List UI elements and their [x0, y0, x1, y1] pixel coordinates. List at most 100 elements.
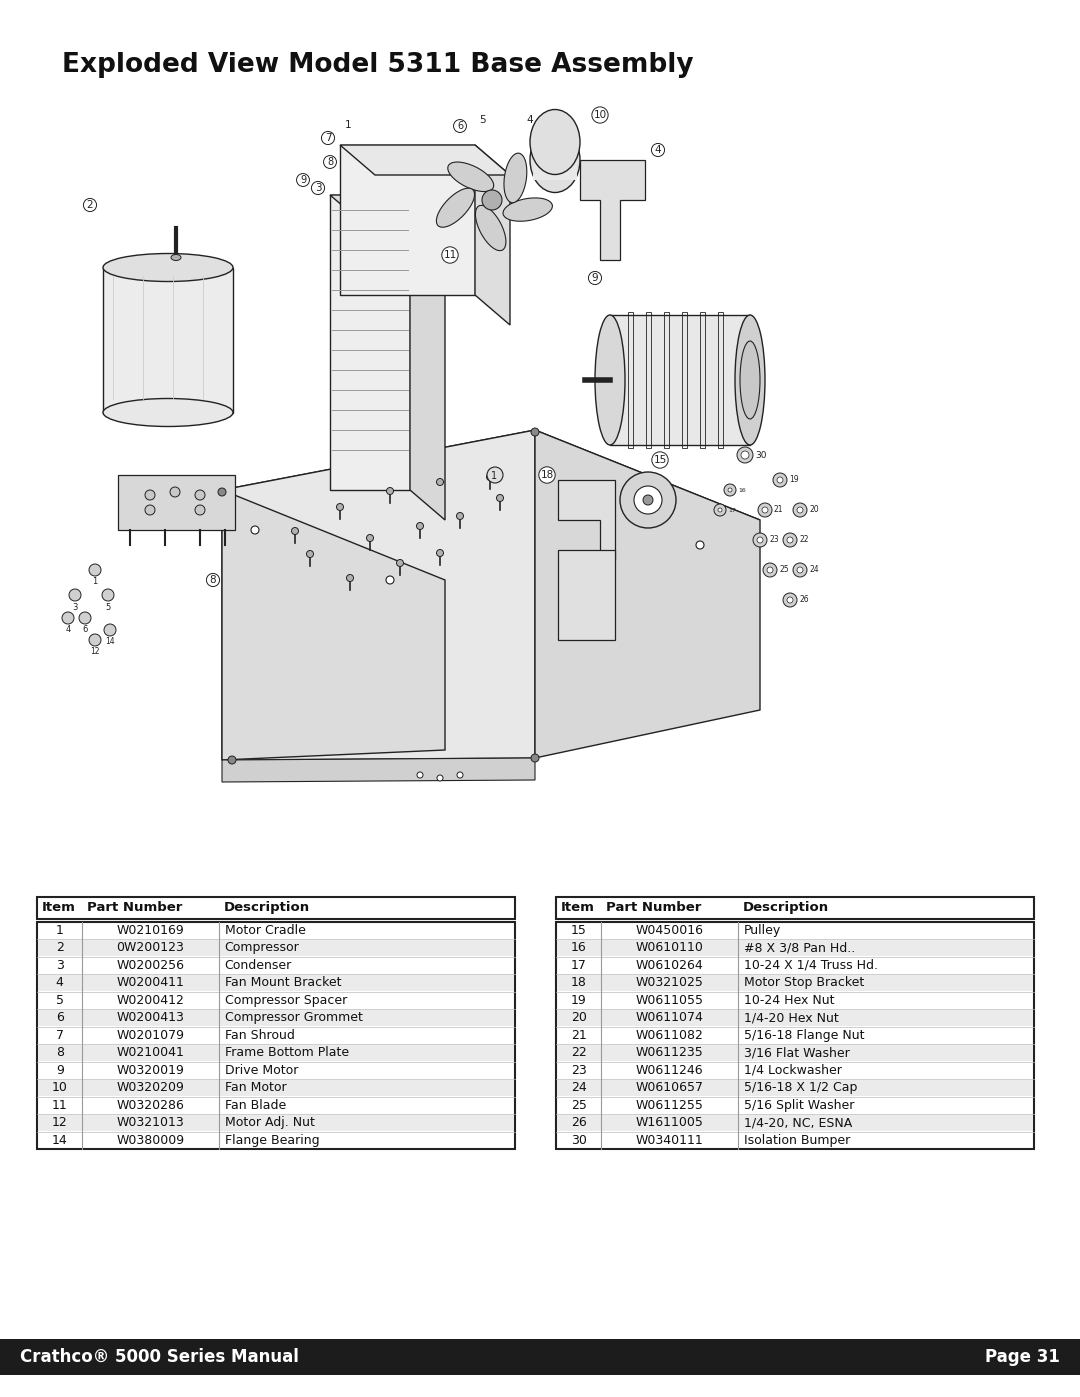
Text: 1/4 Lockwasher: 1/4 Lockwasher: [744, 1063, 841, 1077]
Circle shape: [797, 507, 804, 513]
Ellipse shape: [530, 127, 580, 193]
Text: W0611235: W0611235: [636, 1046, 703, 1059]
Text: Pulley: Pulley: [744, 923, 781, 937]
Text: 18: 18: [570, 977, 586, 989]
Text: 1/4-20, NC, ESNA: 1/4-20, NC, ESNA: [744, 1116, 852, 1129]
Text: W0380009: W0380009: [117, 1134, 185, 1147]
Text: 5/16-18 X 1/2 Cap: 5/16-18 X 1/2 Cap: [744, 1081, 858, 1094]
Text: 3: 3: [314, 183, 322, 193]
Text: W0320286: W0320286: [117, 1099, 185, 1112]
Text: 8: 8: [210, 576, 216, 585]
Circle shape: [620, 472, 676, 528]
Text: 14: 14: [105, 637, 114, 647]
Ellipse shape: [103, 253, 233, 282]
Text: 9: 9: [300, 175, 306, 184]
Text: 25: 25: [570, 1099, 586, 1112]
Polygon shape: [475, 145, 510, 326]
Circle shape: [773, 474, 787, 488]
Text: W0611255: W0611255: [636, 1099, 703, 1112]
Text: 24: 24: [809, 566, 819, 574]
Text: W0320019: W0320019: [117, 1063, 185, 1077]
Bar: [38, 1080, 514, 1097]
Circle shape: [417, 522, 423, 529]
Bar: [556, 897, 1034, 918]
Text: 15: 15: [653, 455, 666, 465]
Ellipse shape: [171, 254, 181, 260]
Circle shape: [758, 503, 772, 517]
Circle shape: [396, 560, 404, 567]
Polygon shape: [410, 196, 445, 520]
Polygon shape: [330, 196, 410, 490]
Text: W0321025: W0321025: [636, 977, 703, 989]
Polygon shape: [558, 481, 615, 560]
Bar: [557, 975, 1032, 990]
Text: W0200412: W0200412: [117, 993, 185, 1007]
Circle shape: [457, 513, 463, 520]
Text: Fan Shroud: Fan Shroud: [225, 1028, 295, 1042]
Text: 17: 17: [728, 507, 735, 513]
Bar: [534, 140, 577, 180]
Circle shape: [436, 479, 444, 486]
Text: W0611074: W0611074: [636, 1011, 703, 1024]
Circle shape: [737, 447, 753, 462]
Bar: [557, 1045, 1032, 1060]
Circle shape: [307, 550, 313, 557]
Ellipse shape: [436, 189, 474, 228]
Ellipse shape: [503, 198, 552, 221]
Polygon shape: [222, 430, 760, 580]
Ellipse shape: [103, 398, 233, 426]
Ellipse shape: [530, 109, 580, 175]
Text: 3: 3: [72, 602, 78, 612]
Text: 5/16-18 Flange Nut: 5/16-18 Flange Nut: [744, 1028, 864, 1042]
Text: 18: 18: [540, 469, 554, 481]
Text: Motor Cradle: Motor Cradle: [225, 923, 306, 937]
Text: 10-24 X 1/4 Truss Hd.: 10-24 X 1/4 Truss Hd.: [744, 958, 878, 972]
Text: Frame Bottom Plate: Frame Bottom Plate: [225, 1046, 349, 1059]
Text: Fan Blade: Fan Blade: [225, 1099, 286, 1112]
Text: Motor Adj. Nut: Motor Adj. Nut: [225, 1116, 314, 1129]
Bar: [664, 312, 669, 448]
Text: 22: 22: [571, 1046, 586, 1059]
Ellipse shape: [740, 341, 760, 419]
Polygon shape: [222, 759, 535, 782]
Text: Isolation Bumper: Isolation Bumper: [744, 1134, 850, 1147]
Text: 16: 16: [571, 942, 586, 954]
Polygon shape: [340, 145, 510, 175]
Text: W0340111: W0340111: [636, 1134, 703, 1147]
Text: 21: 21: [774, 506, 783, 514]
Text: 10-24 Hex Nut: 10-24 Hex Nut: [744, 993, 834, 1007]
Text: Flange Bearing: Flange Bearing: [225, 1134, 320, 1147]
Text: Page 31: Page 31: [985, 1348, 1059, 1366]
Circle shape: [337, 503, 343, 510]
Bar: [37, 922, 515, 1148]
Text: Description: Description: [224, 901, 310, 914]
Circle shape: [793, 563, 807, 577]
Circle shape: [753, 534, 767, 548]
Text: 5/16 Split Washer: 5/16 Split Washer: [744, 1099, 854, 1112]
Bar: [557, 1080, 1032, 1097]
Ellipse shape: [595, 314, 625, 446]
Circle shape: [531, 754, 539, 761]
Circle shape: [104, 624, 116, 636]
Text: W0320209: W0320209: [117, 1081, 185, 1094]
Circle shape: [696, 541, 704, 549]
Ellipse shape: [735, 314, 765, 446]
Text: 4: 4: [66, 626, 70, 634]
Text: 6: 6: [56, 1011, 64, 1024]
Text: W0201079: W0201079: [117, 1028, 185, 1042]
Text: 6: 6: [457, 122, 463, 131]
Circle shape: [762, 563, 777, 577]
Text: Compressor Grommet: Compressor Grommet: [225, 1011, 363, 1024]
Circle shape: [437, 775, 443, 781]
Text: 5: 5: [56, 993, 64, 1007]
Bar: [556, 922, 1034, 1148]
Circle shape: [643, 495, 653, 504]
Text: Description: Description: [743, 901, 828, 914]
Circle shape: [714, 504, 726, 515]
Bar: [38, 1045, 514, 1060]
Text: 5: 5: [480, 115, 486, 124]
Text: Fan Motor: Fan Motor: [225, 1081, 286, 1094]
Circle shape: [762, 507, 768, 513]
Circle shape: [728, 488, 732, 492]
Text: 10: 10: [52, 1081, 68, 1094]
